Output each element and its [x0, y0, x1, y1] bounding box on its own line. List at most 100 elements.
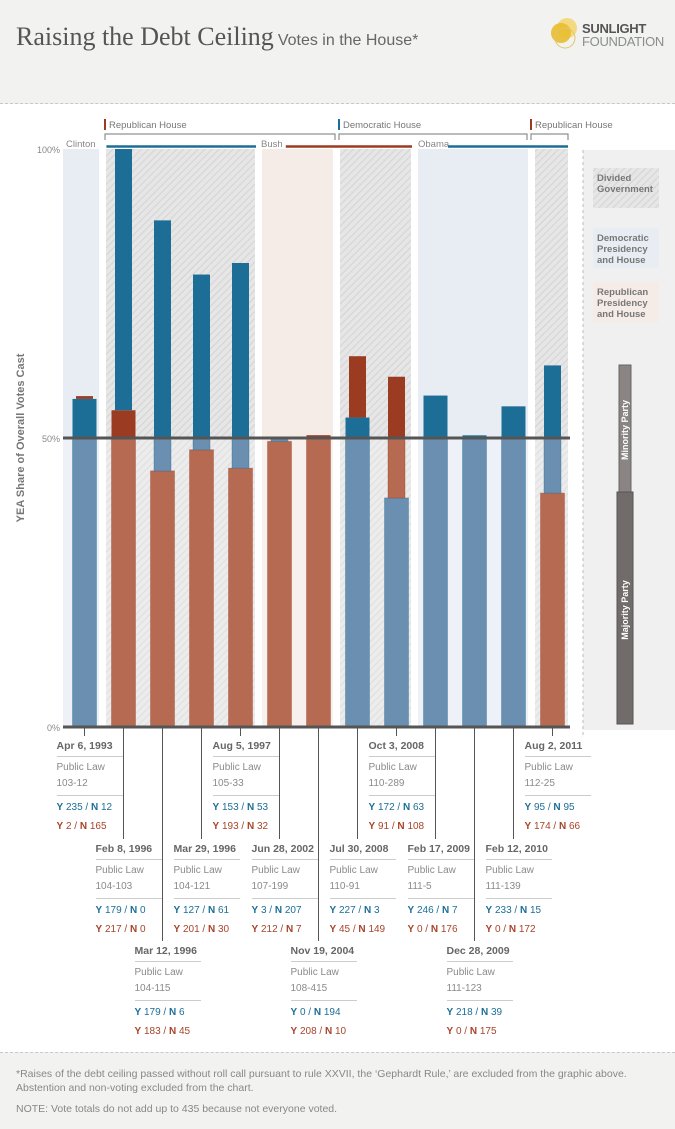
dem-nay: 63	[413, 802, 425, 813]
minority-bar-above-50	[115, 149, 132, 411]
dem-votes: Y 233 / N 15	[485, 905, 542, 916]
rep-votes: Y 91 / N 108	[368, 821, 425, 832]
vote-date: Feb 8, 1996	[95, 843, 162, 860]
dem-votes: Y 227 / N 3	[329, 905, 380, 916]
dem-nay: 0	[140, 905, 146, 916]
rep-votes: Y 45 / N 149	[329, 924, 386, 935]
rep-votes: Y 217 / N 0	[95, 924, 146, 935]
dem-yea: 218	[455, 1007, 473, 1018]
minority-bar-below-50	[543, 437, 562, 494]
vote-date: Feb 17, 2009	[407, 843, 474, 860]
public-law: Public Law 104-103	[95, 863, 162, 899]
rep-nay: 0	[140, 924, 146, 935]
legend-majority-label: Majority Party	[620, 580, 630, 640]
legend-dem-label: Democratic Presidency and House	[597, 233, 649, 266]
public-law: Public Law 107-199	[251, 863, 318, 899]
chart: 0% 50% 100% YEA Share of Overall Votes Cast…	[15, 119, 659, 941]
house-marker	[104, 119, 106, 130]
header: Raising the Debt Ceiling Votes in the Hou…	[0, 0, 675, 104]
y-tick-label: 0%	[47, 723, 60, 733]
law-number: 110-289	[368, 778, 405, 789]
rep-yea: 174	[533, 821, 551, 832]
majority-bar-below-50	[462, 437, 487, 728]
rep-nay: 165	[89, 821, 107, 832]
public-law: Public Law 112-25	[524, 760, 591, 796]
vote-date: Mar 12, 1996	[134, 945, 201, 962]
vote-label: Apr 6, 1993 Public Law 103-12 Y 235 / N 12 Y…	[56, 740, 123, 838]
dem-votes: Y 179 / N 0	[95, 905, 146, 916]
rep-yea: 212	[260, 924, 278, 935]
rep-yea: 91	[377, 821, 390, 832]
law-number: 104-103	[95, 881, 133, 892]
majority-bar-below-50	[540, 492, 565, 728]
vote-date: Nov 19, 2004	[290, 945, 357, 962]
minority-bar-below-50	[153, 437, 172, 472]
public-law: Public Law 110-289	[368, 760, 435, 796]
minority-bar-below-50	[387, 437, 406, 499]
dem-nay: 12	[101, 802, 113, 813]
law-number: 108-415	[290, 983, 328, 994]
dem-votes: Y 235 / N 12	[56, 802, 113, 813]
rep-yea: 45	[338, 924, 351, 935]
rep-yea: 0	[494, 924, 501, 935]
minority-bar-above-50	[76, 396, 93, 399]
house-label: Republican House	[535, 120, 613, 131]
minority-bar-above-50	[544, 365, 561, 438]
majority-bar-below-50	[345, 437, 370, 728]
majority-bar-above-50	[111, 410, 136, 438]
footer: *Raises of the debt ceiling passed witho…	[0, 1052, 675, 1129]
minority-bar-above-50	[388, 376, 405, 438]
president-label: Clinton	[66, 139, 96, 150]
law-prefix: Public Law	[251, 865, 300, 876]
vote-label: Aug 2, 2011 Public Law 112-25 Y 95 / N 95 Y …	[524, 740, 591, 838]
majority-bar-above-50	[423, 395, 448, 438]
vote-label: Mar 29, 1996 Public Law 104-121 Y 127 / N 6…	[173, 843, 240, 941]
public-law: Public Law 110-91	[329, 863, 396, 899]
house-label: Republican House	[109, 120, 187, 131]
dem-votes: Y 218 / N 39	[446, 1007, 503, 1018]
law-prefix: Public Law	[95, 865, 144, 876]
rep-yea: 0	[455, 1026, 462, 1037]
minority-bar-above-50	[349, 356, 366, 418]
public-law: Public Law 103-12	[56, 760, 123, 796]
law-number: 103-12	[56, 778, 88, 789]
minority-bar-above-50	[232, 262, 249, 438]
rep-nay: 30	[218, 924, 230, 935]
majority-bar-below-50	[384, 497, 409, 728]
majority-bar-below-50	[501, 437, 526, 728]
rep-yea: 183	[143, 1026, 161, 1037]
footnote: *Raises of the debt ceiling passed witho…	[16, 1068, 627, 1094]
vote-label: Oct 3, 2008 Public Law 110-289 Y 172 / N 63…	[368, 740, 435, 838]
vote-label: Aug 5, 1997 Public Law 105-33 Y 153 / N 53 Y…	[212, 740, 279, 838]
rep-votes: Y 183 / N 45	[134, 1026, 191, 1037]
public-law: Public Law 111-139	[485, 863, 552, 899]
vote-label: Mar 12, 1996 Public Law 104-115 Y 179 / N 6…	[134, 945, 201, 1043]
law-prefix: Public Law	[524, 762, 573, 773]
dem-nay: 6	[179, 1007, 185, 1018]
law-number: 111-5	[407, 881, 432, 892]
rep-votes: Y 193 / N 32	[212, 821, 269, 832]
majority-bar-above-50	[72, 398, 97, 438]
legend-majority-bar	[616, 491, 634, 725]
vote-date: Aug 5, 1997	[212, 740, 279, 757]
subtitle: Votes in the House*	[277, 32, 419, 49]
law-prefix: Public Law	[329, 865, 378, 876]
vote-label: Jun 28, 2002 Public Law 107-199 Y 3 / N 207…	[251, 843, 318, 941]
rep-nay: 176	[440, 924, 458, 935]
rep-yea: 193	[221, 821, 239, 832]
dem-yea: 235	[65, 802, 83, 813]
law-prefix: Public Law	[446, 967, 495, 978]
rep-votes: Y 2 / N 165	[56, 821, 107, 832]
dem-nay: 7	[452, 905, 458, 916]
majority-bar-below-50	[111, 437, 136, 728]
public-law: Public Law 111-5	[407, 863, 474, 899]
vote-date: Dec 28, 2009	[446, 945, 513, 962]
law-number: 111-123	[446, 983, 482, 994]
majority-bar-below-50	[189, 449, 214, 728]
y-axis-label: YEA Share of Overall Votes Cast	[15, 353, 27, 522]
law-prefix: Public Law	[173, 865, 222, 876]
y-tick-label: 50%	[42, 434, 60, 444]
dem-nay: 3	[374, 905, 380, 916]
rep-yea: 217	[104, 924, 122, 935]
vote-label: Feb 17, 2009 Public Law 111-5 Y 246 / N 7 Y …	[407, 843, 474, 941]
